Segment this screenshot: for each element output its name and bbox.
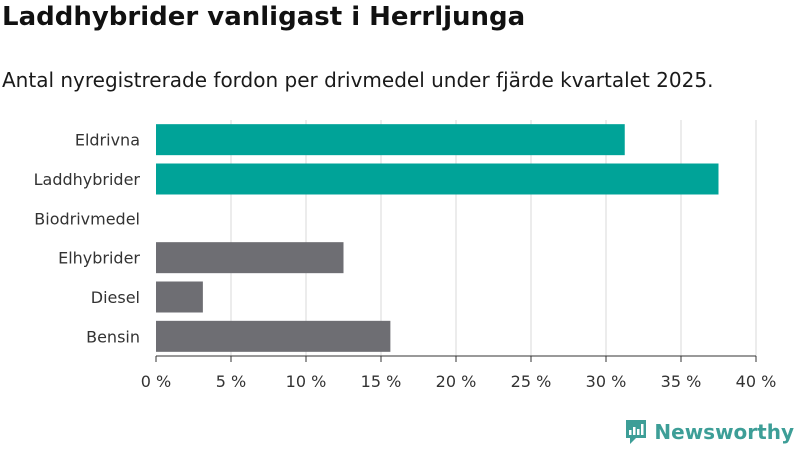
x-tick-label: 10 %: [286, 372, 327, 391]
x-tick-label: 15 %: [361, 372, 402, 391]
x-tick-label: 35 %: [661, 372, 702, 391]
x-tick-label: 25 %: [511, 372, 552, 391]
newsworthy-logo: Newsworthy: [624, 418, 794, 446]
bar-elhybrider: [156, 242, 344, 274]
x-axis: 0 % 5 % 10 % 15 % 20 % 25 % 30 % 35 % 40 %: [141, 355, 777, 391]
chart-subtitle: Antal nyregistrerade fordon per drivmede…: [2, 68, 714, 92]
bar-diesel: [156, 281, 203, 313]
newsworthy-logo-text: Newsworthy: [654, 420, 794, 444]
x-tick-label: 20 %: [436, 372, 477, 391]
chart-title: Laddhybrider vanligast i Herrljunga: [2, 2, 526, 32]
x-tick-label: 5 %: [216, 372, 246, 391]
bar-eldrivna: [156, 124, 625, 156]
x-tick-label: 0 %: [141, 372, 171, 391]
newsworthy-logo-icon: [626, 420, 647, 444]
x-tick-label: 30 %: [586, 372, 627, 391]
category-label: Eldrivna: [75, 131, 140, 150]
category-label: Diesel: [91, 288, 140, 307]
category-label: Elhybrider: [58, 249, 140, 268]
x-tick-label: 40 %: [736, 372, 777, 391]
gridlines: [230, 120, 757, 356]
bar-laddhybrider: [156, 163, 719, 195]
category-labels: Eldrivna Laddhybrider Biodrivmedel Elhybrid…: [34, 131, 141, 347]
bars: [156, 124, 719, 352]
bar-bensin: [156, 320, 391, 352]
category-label: Laddhybrider: [34, 170, 141, 189]
category-label: Bensin: [86, 327, 140, 346]
category-label: Biodrivmedel: [34, 209, 140, 228]
